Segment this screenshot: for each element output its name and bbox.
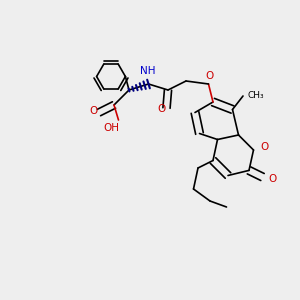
Text: NH: NH [140,67,156,76]
Text: O: O [268,173,277,184]
Text: CH₃: CH₃ [248,91,264,100]
Text: O: O [206,71,214,81]
Text: O: O [89,106,98,116]
Text: O: O [260,142,269,152]
Text: OH: OH [103,123,119,134]
Text: O: O [157,104,165,115]
